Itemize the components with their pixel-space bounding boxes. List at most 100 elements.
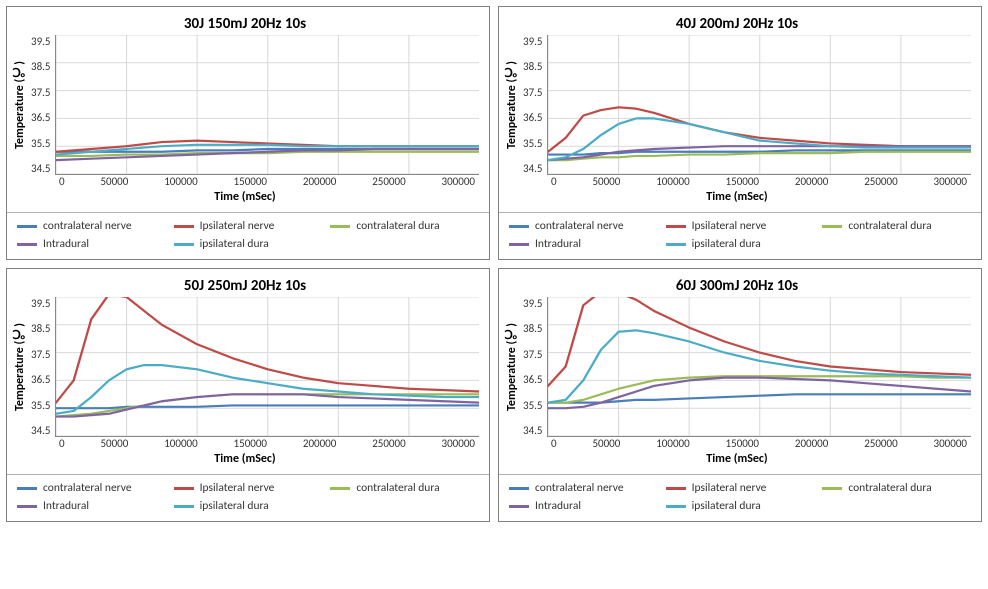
y-axis-label: Temperature (℃) xyxy=(503,297,521,437)
y-tick-label: 35.5 xyxy=(31,137,51,150)
x-axis-label: Time (mSec) xyxy=(503,452,971,466)
legend-swatch-icon xyxy=(822,225,842,228)
legend-swatch-icon xyxy=(666,225,686,228)
plot-area xyxy=(547,297,971,437)
x-tick-label: 200000 xyxy=(795,437,828,450)
legend-swatch-icon xyxy=(822,487,842,490)
x-tick-label: 300000 xyxy=(442,175,475,188)
x-tick-label: 150000 xyxy=(726,175,759,188)
x-tick-label: 300000 xyxy=(442,437,475,450)
legend-label: Intradural xyxy=(535,237,581,251)
chart-title: 50J 250mJ 20Hz 10s xyxy=(11,277,479,295)
legend: contralateral nerve Ipsilateral nerve cont… xyxy=(7,474,489,521)
legend-label: Intradural xyxy=(43,499,89,513)
y-axis-label: Temperature (℃) xyxy=(11,35,29,175)
legend-item-ipsilateral_dura: ipsilateral dura xyxy=(174,499,323,513)
legend-item-contralateral_dura: contralateral dura xyxy=(822,219,971,233)
legend-swatch-icon xyxy=(174,225,194,228)
legend-label: contralateral dura xyxy=(356,219,439,233)
legend-item-contralateral_nerve: contralateral nerve xyxy=(509,219,658,233)
x-tick-label: 0 xyxy=(59,175,65,188)
x-tick-label: 150000 xyxy=(234,175,267,188)
y-axis-label: Temperature (℃) xyxy=(11,297,29,437)
chart-title: 40J 200mJ 20Hz 10s xyxy=(503,15,971,33)
legend-item-ipsilateral_dura: ipsilateral dura xyxy=(174,237,323,251)
y-tick-label: 39.5 xyxy=(523,297,543,310)
legend-label: ipsilateral dura xyxy=(200,499,269,513)
legend-item-ipsilateral_nerve: Ipsilateral nerve xyxy=(174,481,323,495)
legend-label: Intradural xyxy=(43,237,89,251)
y-axis-ticks: 39.538.537.536.535.534.5 xyxy=(521,35,547,175)
legend-item-contralateral_nerve: contralateral nerve xyxy=(509,481,658,495)
chart-panel-c40: 40J 200mJ 20Hz 10s Temperature (℃)39.5 38.… xyxy=(498,6,982,260)
legend-label: contralateral dura xyxy=(848,481,931,495)
y-tick-label: 34.5 xyxy=(523,424,543,437)
y-tick-label: 35.5 xyxy=(523,399,543,412)
y-tick-label: 37.5 xyxy=(31,86,51,99)
y-tick-label: 38.5 xyxy=(523,60,543,73)
legend: contralateral nerve Ipsilateral nerve cont… xyxy=(7,212,489,259)
legend-item-contralateral_dura: contralateral dura xyxy=(330,219,479,233)
y-tick-label: 38.5 xyxy=(31,322,51,335)
legend-swatch-icon xyxy=(509,243,529,246)
chart-panel-c50: 50J 250mJ 20Hz 10sTemperature (℃)39.538.… xyxy=(6,268,490,522)
y-tick-label: 36.5 xyxy=(523,373,543,386)
y-tick-label: 34.5 xyxy=(523,162,543,175)
legend-swatch-icon xyxy=(174,505,194,508)
x-axis-ticks: 050000100000150000200000250000300000 xyxy=(551,437,971,450)
legend-item-contralateral_nerve: contralateral nerve xyxy=(17,481,166,495)
x-axis-ticks: 050000100000150000200000250000300000 xyxy=(59,175,479,188)
legend-label: contralateral dura xyxy=(848,219,931,233)
x-tick-label: 50000 xyxy=(100,175,128,188)
y-tick-label: 36.5 xyxy=(31,111,51,124)
legend-item-intradural: Intradural xyxy=(17,499,166,513)
legend-item-contralateral_dura: contralateral dura xyxy=(822,481,971,495)
x-tick-label: 200000 xyxy=(303,175,336,188)
legend-item-contralateral_dura: contralateral dura xyxy=(330,481,479,495)
legend-swatch-icon xyxy=(509,505,529,508)
x-axis-label: Time (mSec) xyxy=(11,452,479,466)
x-tick-label: 250000 xyxy=(864,175,897,188)
x-tick-label: 100000 xyxy=(656,175,689,188)
x-axis-label: Time (mSec) xyxy=(503,190,971,204)
y-tick-label: 38.5 xyxy=(523,322,543,335)
x-tick-label: 0 xyxy=(551,437,557,450)
legend-label: ipsilateral dura xyxy=(692,499,761,513)
legend-swatch-icon xyxy=(174,487,194,490)
legend-swatch-icon xyxy=(17,505,37,508)
x-tick-label: 300000 xyxy=(934,175,967,188)
x-tick-label: 300000 xyxy=(934,437,967,450)
y-tick-label: 35.5 xyxy=(31,399,51,412)
legend-item-intradural: Intradural xyxy=(17,237,166,251)
x-tick-label: 0 xyxy=(551,175,557,188)
y-tick-label: 34.5 xyxy=(31,424,51,437)
y-tick-label: 36.5 xyxy=(31,373,51,386)
x-tick-label: 150000 xyxy=(234,437,267,450)
y-tick-label: 37.5 xyxy=(523,86,543,99)
legend-label: contralateral nerve xyxy=(43,481,132,495)
legend-item-intradural: Intradural xyxy=(509,499,658,513)
x-tick-label: 100000 xyxy=(656,437,689,450)
legend-item-contralateral_nerve: contralateral nerve xyxy=(17,219,166,233)
legend-swatch-icon xyxy=(509,487,529,490)
y-axis-label: Temperature (℃) xyxy=(503,35,521,175)
x-tick-label: 100000 xyxy=(164,437,197,450)
y-tick-label: 35.5 xyxy=(523,137,543,150)
legend-swatch-icon xyxy=(174,243,194,246)
x-tick-label: 200000 xyxy=(795,175,828,188)
x-tick-label: 0 xyxy=(59,437,65,450)
y-tick-label: 39.5 xyxy=(31,35,51,48)
legend: contralateral nerve Ipsilateral nerve cont… xyxy=(499,474,981,521)
legend-label: contralateral nerve xyxy=(535,219,624,233)
legend-swatch-icon xyxy=(666,505,686,508)
legend-item-ipsilateral_dura: ipsilateral dura xyxy=(666,237,815,251)
legend-item-ipsilateral_nerve: Ipsilateral nerve xyxy=(666,481,815,495)
y-tick-label: 37.5 xyxy=(31,348,51,361)
legend-label: contralateral nerve xyxy=(535,481,624,495)
y-tick-label: 34.5 xyxy=(31,162,51,175)
x-tick-label: 250000 xyxy=(864,437,897,450)
x-tick-label: 150000 xyxy=(726,437,759,450)
legend-label: Ipsilateral nerve xyxy=(200,219,275,233)
x-tick-label: 250000 xyxy=(372,437,405,450)
y-tick-label: 39.5 xyxy=(523,35,543,48)
